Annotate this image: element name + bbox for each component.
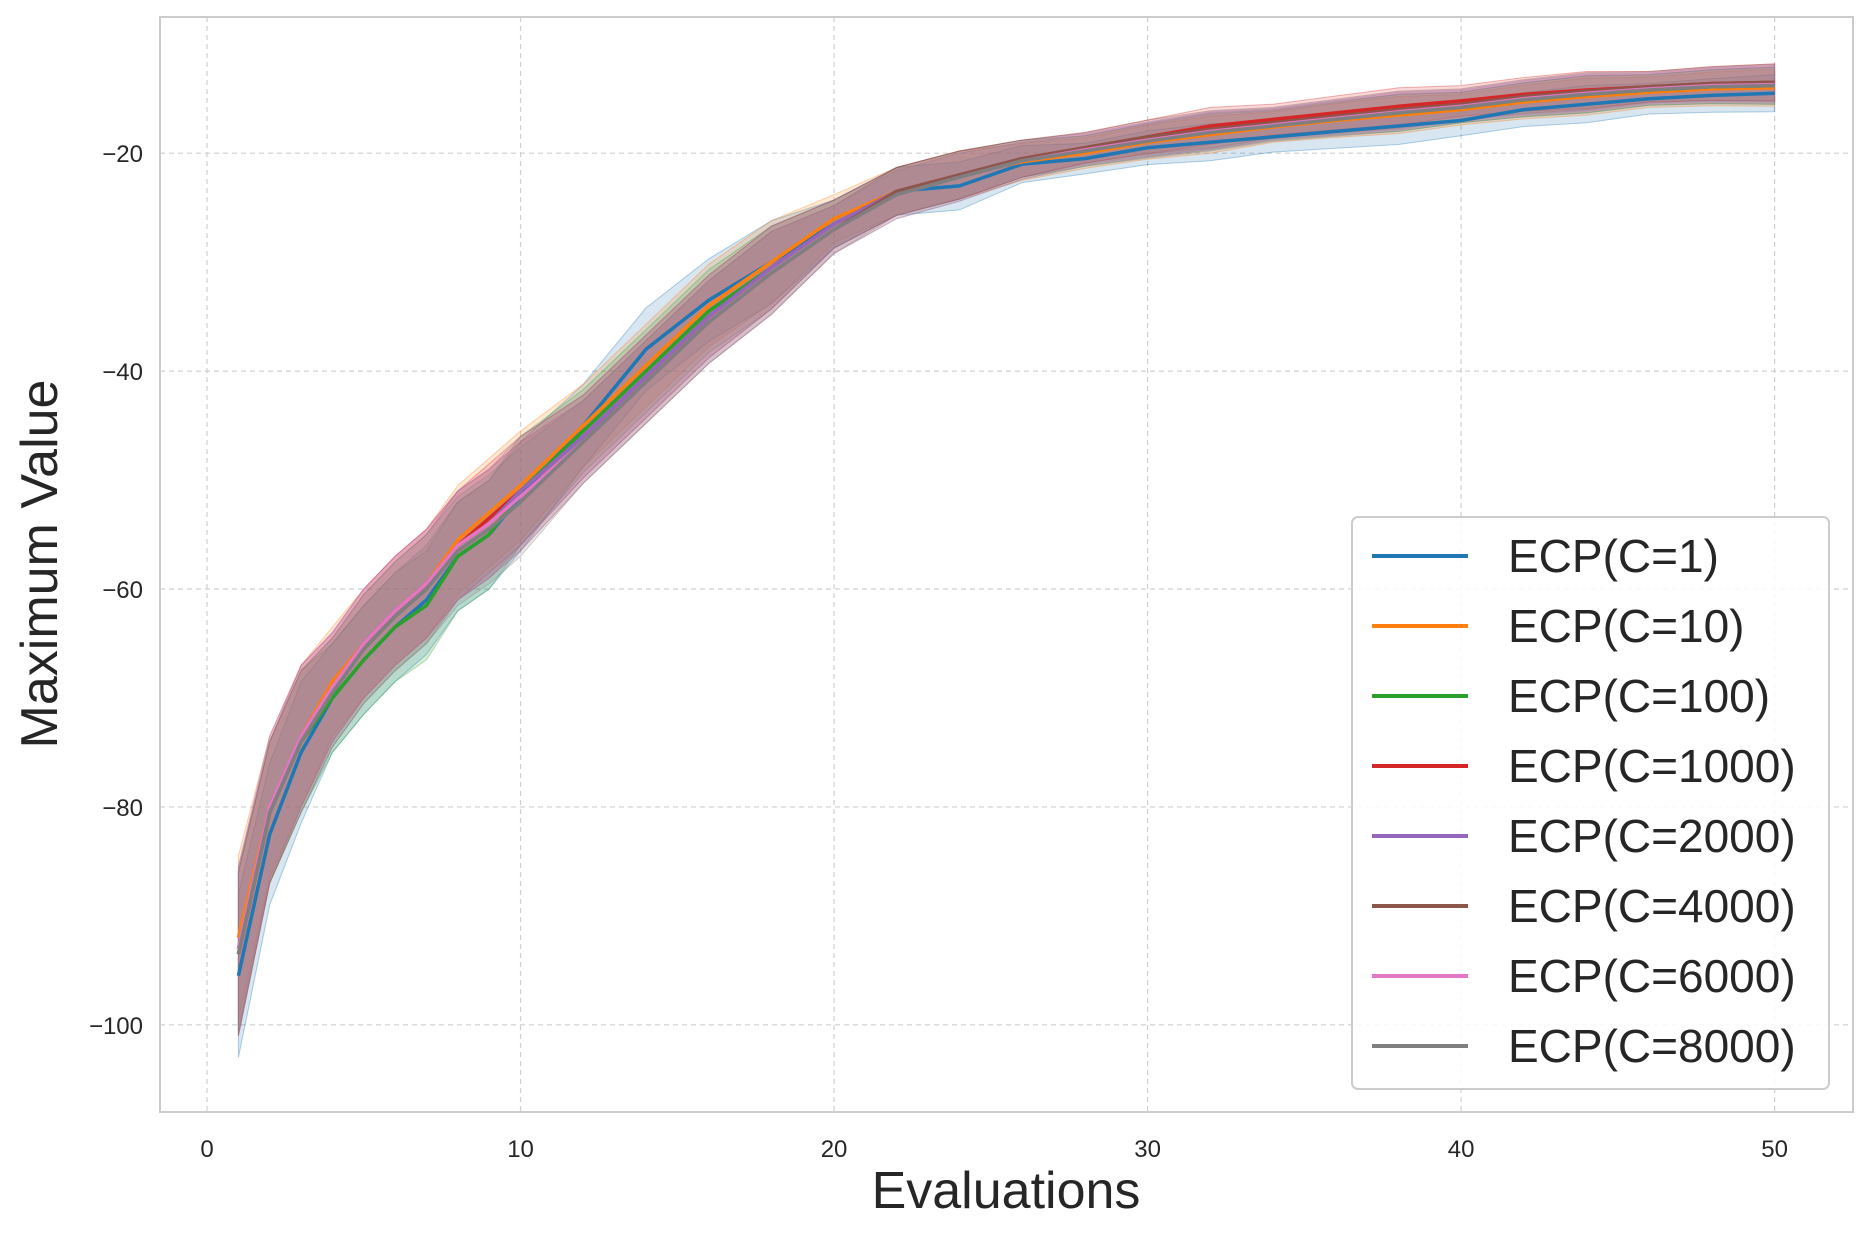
x-tick-label: 30 <box>1134 1136 1161 1163</box>
legend-label: ECP(C=1) <box>1508 530 1719 582</box>
legend: ECP(C=1) ECP(C=10) ECP(C=100) ECP(C=1000) EC… <box>1351 516 1830 1090</box>
confidence-band <box>237 63 1776 1036</box>
y-tick-label: −40 <box>102 359 143 386</box>
legend-label: ECP(C=10) <box>1508 600 1744 652</box>
y-tick-label: −20 <box>102 141 143 168</box>
x-axis-title: Evaluations <box>872 1162 1141 1220</box>
confidence-band <box>237 66 1776 1036</box>
confidence-bands <box>237 63 1776 1058</box>
y-tick-label: −60 <box>102 577 143 604</box>
legend-label: ECP(C=4000) <box>1508 880 1796 932</box>
y-tick-labels: −100 −80 −60 −40 −20 <box>89 141 143 1040</box>
plot-frame <box>159 16 1854 1113</box>
confidence-band <box>237 68 1776 1020</box>
legend-label: ECP(C=1000) <box>1508 740 1796 792</box>
series-line <box>236 83 1775 955</box>
x-tick-label: 20 <box>821 1136 848 1163</box>
x-tick-label: 0 <box>200 1136 213 1163</box>
legend-label: ECP(C=8000) <box>1508 1020 1796 1072</box>
legend-label: ECP(C=100) <box>1508 670 1770 722</box>
x-tick-label: 40 <box>1448 1136 1475 1163</box>
confidence-band <box>237 66 1776 1031</box>
legend-label: ECP(C=6000) <box>1508 950 1796 1002</box>
y-tick-label: −100 <box>89 1013 143 1040</box>
confidence-band <box>237 74 1776 1058</box>
confidence-band <box>237 63 1776 1036</box>
confidence-band <box>237 64 1776 1031</box>
x-tick-label: 50 <box>1761 1136 1788 1163</box>
y-axis-title: Maximum Value <box>11 380 69 749</box>
confidence-band <box>237 65 1776 1031</box>
x-tick-labels: 0 10 20 30 40 50 <box>200 1136 1788 1163</box>
legend-label: ECP(C=2000) <box>1508 810 1796 862</box>
x-tick-label: 10 <box>507 1136 534 1163</box>
legend-box <box>1351 516 1830 1090</box>
series-lines <box>236 80 1775 977</box>
y-tick-label: −80 <box>102 795 143 822</box>
